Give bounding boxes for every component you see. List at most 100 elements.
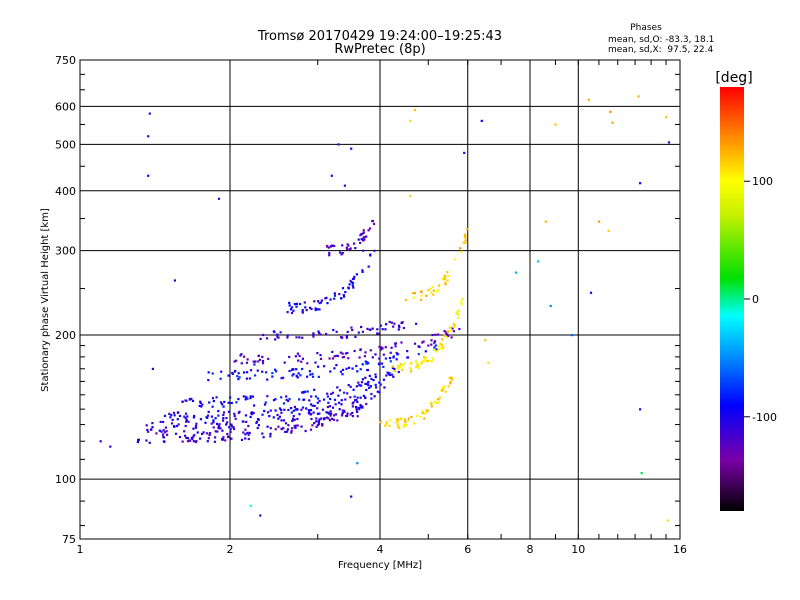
echo-point [437, 401, 440, 404]
echo-point [360, 325, 363, 329]
echo-point [311, 375, 315, 378]
echo-point [422, 359, 425, 362]
echo-point [362, 231, 365, 234]
echo-point [587, 98, 590, 101]
echo-point [161, 433, 165, 436]
echo-point [338, 389, 342, 392]
echo-point [448, 376, 451, 379]
echo-point [252, 411, 255, 415]
echo-point [331, 417, 334, 420]
echo-point [218, 423, 221, 426]
echo-point [217, 410, 220, 413]
echo-point [316, 401, 319, 404]
echo-point [173, 279, 176, 282]
echo-point [359, 403, 362, 407]
echo-point [210, 415, 213, 418]
echo-point [378, 357, 381, 360]
echo-point [254, 374, 257, 377]
echo-point [186, 440, 189, 443]
echo-point [317, 422, 321, 425]
echo-point [178, 435, 182, 439]
echo-point [299, 374, 302, 377]
echo-point [359, 241, 362, 244]
echo-point [277, 425, 280, 428]
echo-point [351, 281, 355, 285]
echo-point [292, 414, 295, 418]
echo-point [554, 123, 557, 126]
echo-point [419, 362, 422, 365]
echo-point [432, 293, 435, 296]
echo-point [393, 322, 396, 325]
echo-point [293, 418, 296, 421]
echo-point [313, 388, 316, 391]
echo-point [413, 342, 417, 345]
echo-point [450, 336, 453, 339]
echo-point [423, 356, 426, 359]
echo-point [269, 409, 272, 412]
echo-point [639, 182, 642, 185]
echo-point [280, 377, 283, 380]
echo-point [211, 397, 215, 400]
x-tick-label: 6 [464, 543, 471, 556]
echo-point [198, 404, 201, 407]
echo-point [207, 437, 210, 440]
echo-point [219, 401, 223, 404]
echo-point [147, 135, 150, 138]
echo-point [340, 414, 344, 417]
echo-point [191, 399, 195, 402]
echo-point [309, 428, 313, 431]
echo-point [409, 119, 412, 122]
echo-point [258, 358, 262, 361]
echo-point [441, 277, 444, 281]
echo-point [438, 347, 442, 350]
echo-point [421, 411, 424, 414]
echo-point [308, 370, 311, 373]
echo-point [99, 440, 102, 443]
echo-point [228, 426, 231, 429]
echo-point [404, 298, 407, 301]
echo-point [450, 377, 453, 380]
echo-point [285, 398, 288, 401]
echo-point [187, 420, 190, 423]
echo-point [280, 408, 283, 411]
echo-point [264, 401, 267, 404]
echo-point [341, 252, 344, 255]
echo-point [223, 400, 226, 403]
echo-point [405, 424, 408, 427]
echo-point [444, 390, 447, 393]
echo-point [317, 365, 320, 368]
echo-point [368, 374, 371, 377]
echo-point [286, 334, 289, 337]
echo-point [384, 357, 387, 360]
echo-point [243, 371, 246, 374]
echo-point [387, 373, 390, 376]
echo-point [442, 387, 445, 390]
echo-point [252, 360, 255, 363]
echo-point [229, 428, 232, 431]
echo-point [297, 372, 300, 375]
echo-point [444, 275, 447, 278]
echo-point [381, 328, 384, 331]
echo-point [309, 403, 313, 406]
echo-point [336, 386, 339, 389]
echo-point [225, 417, 228, 420]
echo-point [291, 368, 294, 371]
echo-point [268, 415, 271, 418]
echo-point [327, 411, 330, 414]
echo-point [348, 248, 351, 251]
echo-point [347, 286, 350, 289]
echo-point [288, 369, 291, 373]
echo-point [355, 273, 358, 276]
echo-point [331, 244, 334, 247]
echo-point [346, 330, 349, 333]
echo-point [278, 407, 282, 410]
echo-point [609, 110, 612, 113]
echo-point [392, 325, 395, 328]
echo-point [329, 397, 332, 401]
echo-point [434, 344, 437, 347]
echo-point [447, 274, 450, 277]
echo-point [333, 414, 336, 417]
echo-point [339, 351, 342, 354]
echo-point [430, 339, 433, 342]
echo-point [391, 365, 395, 368]
